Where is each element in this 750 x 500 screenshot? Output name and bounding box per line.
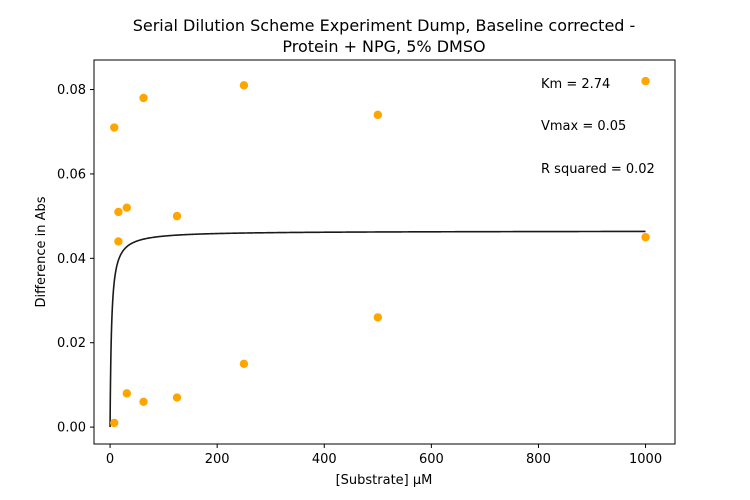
x-tick-label-5: 1000 bbox=[629, 452, 662, 467]
annotation-r-squared: R squared = 0.02 bbox=[541, 162, 655, 177]
y-tick-label-3: 0.06 bbox=[57, 167, 86, 182]
data-point-11 bbox=[239, 359, 249, 369]
chart-title-line1: Serial Dilution Scheme Experiment Dump, … bbox=[133, 16, 636, 35]
x-tick-label-0: 0 bbox=[106, 452, 114, 467]
annotation-km: Km = 2.74 bbox=[541, 77, 610, 92]
data-point-1 bbox=[110, 123, 119, 132]
plot-frame bbox=[93, 59, 676, 445]
y-axis-ticks: 0.00 0.02 0.04 0.06 0.08 bbox=[57, 83, 94, 436]
data-point-3 bbox=[114, 207, 123, 217]
y-tick-label-0: 0.00 bbox=[57, 421, 86, 436]
data-point-5 bbox=[122, 389, 131, 398]
data-point-8 bbox=[172, 211, 182, 221]
data-point-15 bbox=[641, 233, 650, 242]
y-axis-label: Difference in Abs bbox=[34, 196, 49, 307]
y-tick-label-4: 0.08 bbox=[57, 83, 86, 98]
x-tick-label-4: 800 bbox=[526, 452, 551, 467]
x-tick-label-2: 400 bbox=[312, 452, 337, 467]
fit-curve bbox=[109, 230, 646, 428]
data-point-7 bbox=[139, 397, 148, 407]
data-point-14 bbox=[641, 76, 650, 86]
x-axis-ticks: 0 200 400 600 800 1000 bbox=[106, 444, 662, 467]
plot-marks bbox=[109, 76, 650, 428]
data-point-2 bbox=[114, 237, 123, 246]
x-tick-label-1: 200 bbox=[205, 452, 230, 467]
data-point-0 bbox=[110, 418, 119, 428]
x-axis-label: [Substrate] µM bbox=[336, 473, 433, 488]
x-tick-label-3: 600 bbox=[419, 452, 444, 467]
data-point-6 bbox=[139, 93, 148, 103]
data-point-4 bbox=[122, 203, 131, 212]
chart-title-line2: Protein + NPG, 5% DMSO bbox=[282, 37, 485, 56]
data-point-13 bbox=[373, 313, 383, 322]
annotation-vmax: Vmax = 0.05 bbox=[541, 119, 626, 134]
data-point-9 bbox=[172, 393, 182, 402]
data-point-12 bbox=[373, 110, 383, 120]
y-tick-label-2: 0.04 bbox=[57, 252, 86, 267]
y-tick-label-1: 0.02 bbox=[57, 336, 86, 351]
data-point-10 bbox=[239, 81, 249, 90]
